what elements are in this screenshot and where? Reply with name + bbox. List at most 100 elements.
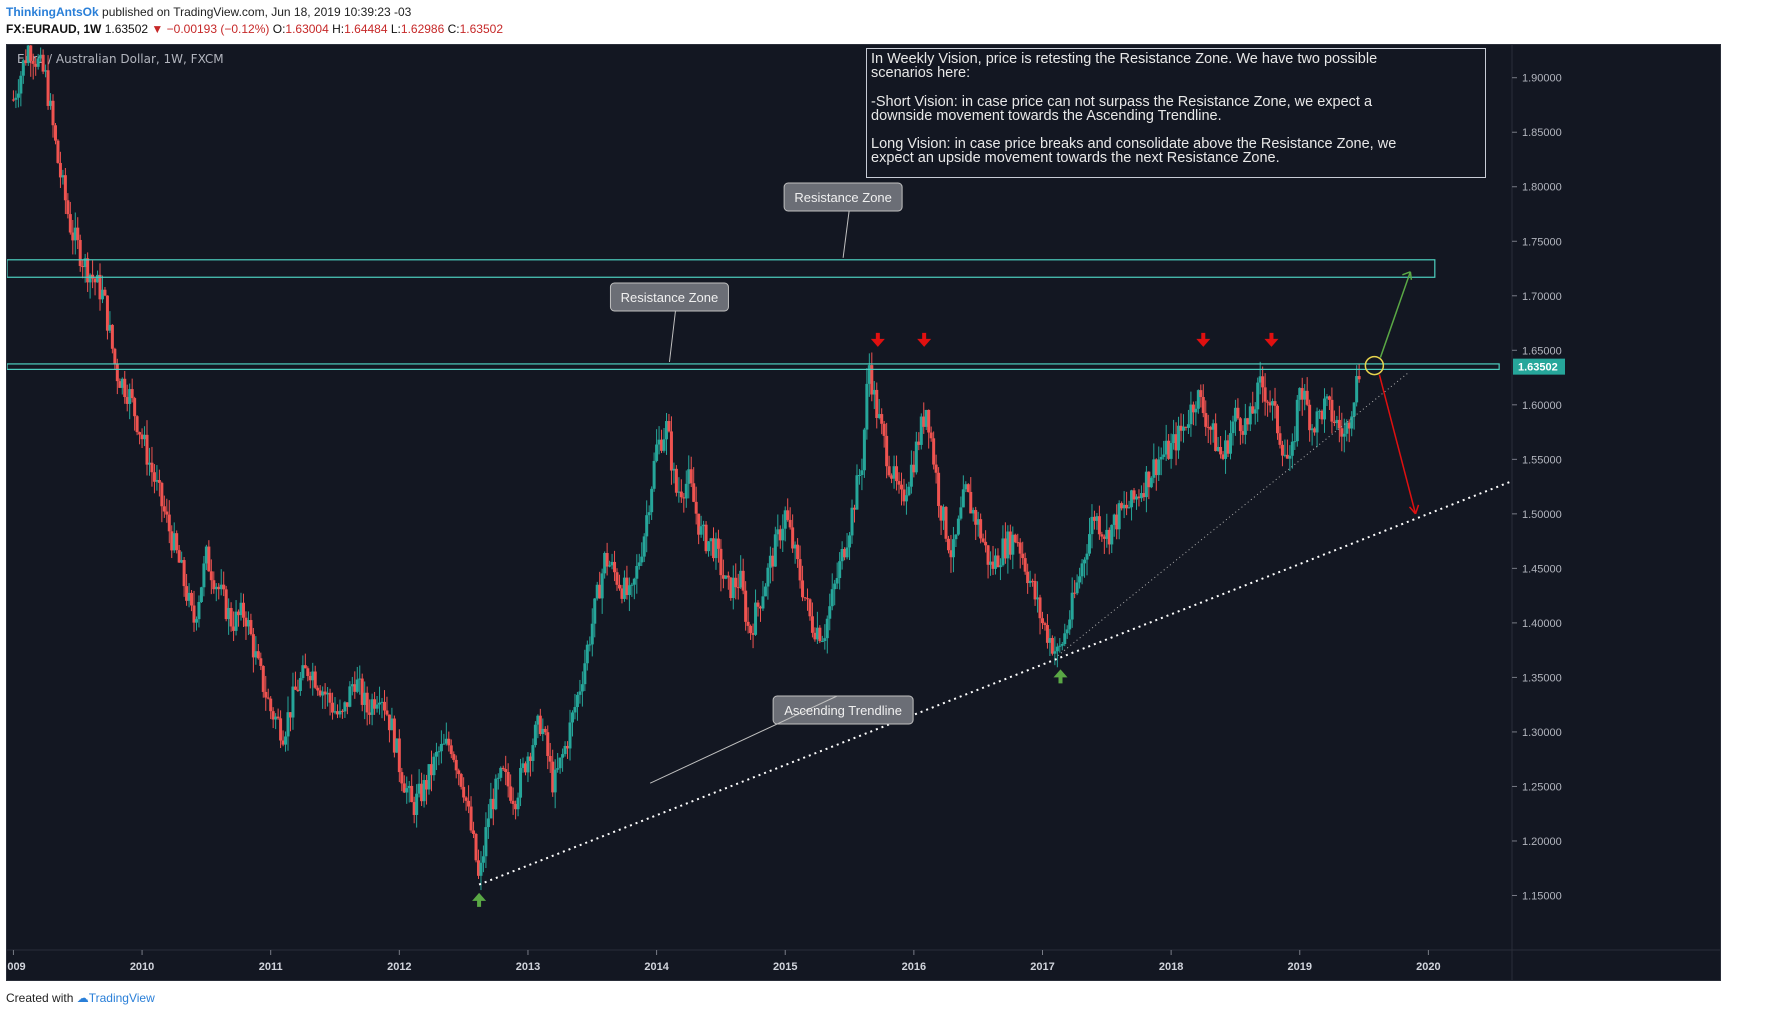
candle-body <box>392 718 396 753</box>
candle-body <box>1095 516 1099 521</box>
candle-body <box>486 818 490 828</box>
resistance-lower-label-box <box>609 282 729 312</box>
candle-body <box>546 732 550 756</box>
tradingview-brand[interactable]: TradingView <box>88 991 155 1005</box>
candle-body <box>820 640 824 642</box>
candle-body <box>100 289 104 300</box>
candle-body <box>917 441 921 445</box>
candle-body <box>533 724 537 746</box>
candle-body <box>1080 563 1084 577</box>
candle-body <box>1075 582 1079 594</box>
candle-body <box>1036 597 1040 600</box>
candle-body <box>1308 404 1312 431</box>
candle-body <box>1238 418 1242 432</box>
candle-body <box>739 570 743 588</box>
candle-body <box>155 480 159 482</box>
y-tick-label: 1.30000 <box>1522 727 1562 739</box>
candle-body <box>276 716 280 719</box>
candle-body <box>1100 534 1104 537</box>
candle-body <box>1261 376 1265 388</box>
short-scenario-arrow <box>1378 374 1417 515</box>
candle-body <box>697 513 701 535</box>
ascending-trendline <box>478 480 1513 886</box>
candle-body <box>1271 401 1275 406</box>
candle-body <box>887 466 891 476</box>
candle-body <box>474 833 478 861</box>
candle-body <box>348 686 352 707</box>
created-with: Created with <box>6 991 74 1005</box>
candle-body <box>370 699 374 715</box>
low-value: 1.62986 <box>400 22 445 36</box>
candle-body <box>469 806 473 831</box>
candle-body <box>781 528 785 541</box>
candle-body <box>251 634 255 658</box>
candle-body <box>944 506 948 539</box>
candle-body <box>133 398 137 417</box>
candle-body <box>1253 409 1257 414</box>
candle-body <box>1322 398 1326 420</box>
candle-body <box>316 687 320 691</box>
x-tick-label: 2012 <box>387 961 411 973</box>
candle-body <box>271 711 275 720</box>
candle-body <box>1318 410 1322 412</box>
candle-body <box>58 162 62 178</box>
resistance-lower-label-text: Resistance Zone <box>621 290 719 305</box>
candle-body <box>71 232 75 241</box>
y-tick-label: 1.40000 <box>1522 618 1562 630</box>
candle-body <box>1058 645 1062 647</box>
candle-body <box>1231 421 1235 434</box>
x-tick-label: 2009 <box>7 961 26 973</box>
candle-body <box>19 75 23 94</box>
candle-body <box>489 798 493 819</box>
candle-body <box>833 583 837 590</box>
candle-body <box>296 689 300 691</box>
candle-body <box>328 692 332 703</box>
candle-body <box>919 416 923 445</box>
author-link[interactable]: ThinkingAntsOk <box>6 5 99 19</box>
candle-body <box>830 589 834 607</box>
candle-body <box>1013 534 1017 543</box>
candle-body <box>279 718 283 741</box>
candle-body <box>1177 425 1181 451</box>
candle-body <box>813 632 817 640</box>
candle-body <box>387 714 391 731</box>
candle-body <box>922 416 926 427</box>
candle-body <box>652 460 656 489</box>
candle-body <box>1063 633 1067 645</box>
candle-body <box>239 602 243 616</box>
candle-body <box>1065 629 1069 634</box>
candle-body <box>422 780 426 802</box>
candle-body <box>1102 536 1106 539</box>
candle-body <box>1241 431 1245 435</box>
candle-body <box>635 565 639 579</box>
candle-body <box>1068 619 1072 630</box>
candle-body <box>776 529 780 535</box>
candle-body <box>637 562 641 566</box>
chart-area[interactable]: Euro / Australian Dollar, 1W, FXCM 1.150… <box>6 44 1721 981</box>
candle-body <box>34 63 38 67</box>
candle-body <box>36 58 40 67</box>
candle-body <box>1273 401 1277 406</box>
chart-svg[interactable]: Euro / Australian Dollar, 1W, FXCM 1.150… <box>7 45 1720 980</box>
candle-body <box>835 578 839 584</box>
y-tick-label: 1.45000 <box>1522 563 1562 575</box>
candle-body <box>350 684 354 687</box>
candle-body <box>1169 443 1173 459</box>
candle-body <box>989 561 993 565</box>
candle-body <box>345 702 349 707</box>
candle-body <box>548 755 552 762</box>
candle-body <box>726 575 730 578</box>
candle-body <box>630 584 634 586</box>
candle-body <box>78 239 82 266</box>
candle-body <box>51 100 55 126</box>
candle-body <box>741 570 745 591</box>
x-tick-label: 2020 <box>1416 961 1440 973</box>
candle-body <box>541 728 545 735</box>
candle-body <box>1243 418 1247 435</box>
candle-body <box>1226 440 1230 454</box>
candle-body <box>407 785 411 789</box>
up-arrow-icon <box>472 892 487 907</box>
y-tick-label: 1.20000 <box>1522 836 1562 848</box>
candle-body <box>754 602 758 635</box>
candle-body <box>709 538 713 542</box>
